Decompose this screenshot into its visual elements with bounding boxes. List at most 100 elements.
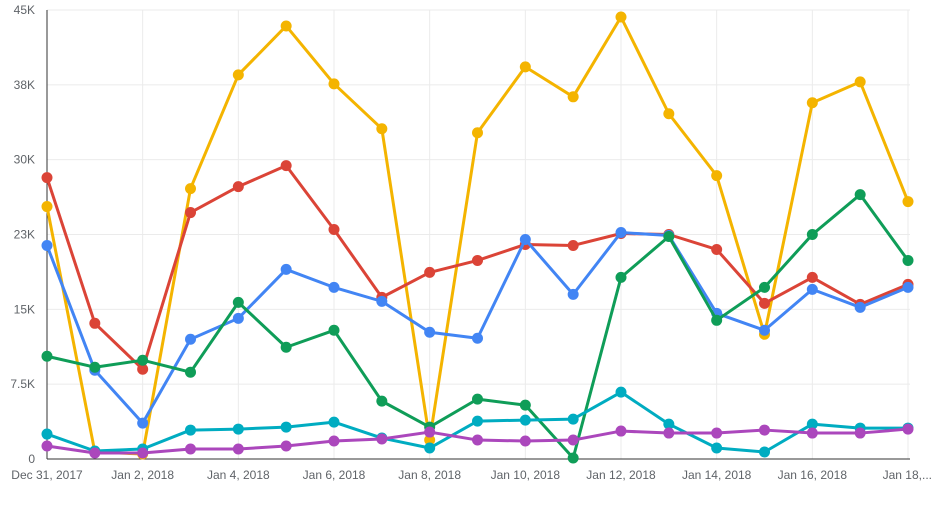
data-point-yellow — [376, 123, 388, 135]
data-point-blue — [424, 326, 436, 338]
y-tick-label: 38K — [14, 78, 35, 92]
data-point-green — [232, 296, 244, 308]
data-point-red — [280, 160, 292, 172]
series-blue — [41, 227, 914, 429]
data-point-green — [806, 229, 818, 240]
data-point-blue — [376, 295, 388, 307]
data-point-purple — [424, 426, 436, 438]
data-point-green — [663, 230, 675, 242]
y-axis-ticks: 0 7.5K 15K 23K 30K 38K 45K — [10, 3, 35, 466]
y-tick-label: 7.5K — [10, 377, 35, 391]
data-point-teal — [232, 423, 244, 435]
gridlines — [47, 9, 910, 459]
data-point-teal — [328, 416, 340, 428]
x-axis-ticks: Dec 31, 2017 Jan 2, 2018 Jan 4, 2018 Jan 6,… — [11, 468, 932, 482]
data-point-yellow — [854, 76, 866, 88]
data-point-yellow — [280, 20, 292, 32]
data-point-red — [472, 254, 483, 266]
data-point-green — [472, 393, 483, 405]
data-point-purple — [232, 443, 244, 455]
data-point-purple — [280, 440, 292, 452]
series-line-yellow — [45, 15, 910, 456]
data-point-teal — [806, 418, 818, 430]
data-point-green — [41, 350, 53, 362]
data-point-purple — [41, 440, 53, 452]
data-point-green — [376, 395, 388, 407]
data-point-teal — [663, 418, 675, 430]
x-tick-label: Jan 14, 2018 — [682, 468, 752, 482]
data-point-purple — [759, 424, 770, 436]
data-point-yellow — [328, 78, 340, 90]
data-point-blue — [41, 239, 53, 251]
x-tick-label: Jan 6, 2018 — [303, 468, 366, 482]
data-point-green — [185, 366, 196, 378]
data-point-teal — [280, 421, 292, 433]
data-point-blue — [519, 233, 531, 245]
data-point-yellow — [185, 183, 196, 195]
data-point-purple — [89, 447, 101, 459]
data-point-teal — [424, 442, 436, 454]
data-point-yellow — [663, 108, 675, 120]
data-point-red — [232, 181, 244, 193]
x-tick-label: Jan 16, 2018 — [778, 468, 848, 482]
data-point-red — [759, 297, 770, 309]
data-point-blue — [472, 332, 483, 344]
data-point-teal — [759, 446, 770, 458]
data-point-green — [519, 399, 531, 411]
series-yellow — [41, 11, 914, 460]
data-point-teal — [711, 442, 723, 454]
data-point-blue — [806, 283, 818, 295]
y-tick-label: 30K — [14, 153, 35, 167]
data-point-blue — [615, 227, 627, 239]
data-point-green — [137, 354, 149, 366]
x-tick-label: Jan 10, 2018 — [491, 468, 561, 482]
data-point-teal — [472, 415, 483, 427]
data-point-blue — [854, 301, 866, 313]
data-point-green — [759, 281, 770, 293]
data-point-blue — [137, 417, 149, 429]
x-tick-label: Jan 18,... — [883, 468, 932, 482]
data-point-purple — [902, 423, 914, 435]
data-point-purple — [137, 447, 149, 459]
y-tick-label: 15K — [14, 302, 35, 316]
data-point-purple — [472, 434, 483, 446]
data-point-red — [41, 172, 53, 184]
y-tick-label: 45K — [14, 3, 35, 17]
data-point-green — [328, 324, 340, 336]
data-point-purple — [663, 427, 675, 439]
data-point-purple — [567, 434, 579, 446]
data-point-blue — [902, 281, 914, 293]
data-point-yellow — [472, 127, 483, 139]
x-tick-label: Jan 2, 2018 — [111, 468, 174, 482]
data-point-red — [185, 207, 196, 219]
data-point-purple — [519, 435, 531, 447]
data-point-green — [280, 341, 292, 353]
data-point-blue — [759, 324, 770, 336]
data-point-teal — [615, 386, 627, 398]
data-point-red — [328, 224, 340, 236]
data-point-blue — [567, 288, 579, 300]
data-point-green — [89, 361, 101, 373]
data-point-purple — [328, 435, 340, 447]
data-point-blue — [185, 333, 196, 345]
data-point-purple — [711, 427, 723, 439]
x-tick-label: Dec 31, 2017 — [11, 468, 83, 482]
data-point-blue — [280, 263, 292, 275]
data-point-yellow — [41, 201, 53, 213]
data-point-yellow — [902, 196, 914, 208]
data-point-green — [854, 189, 866, 201]
data-point-blue — [328, 281, 340, 293]
data-point-green — [567, 452, 579, 464]
data-point-yellow — [424, 434, 436, 446]
series-green — [41, 189, 914, 464]
data-point-red — [424, 266, 436, 278]
data-point-purple — [806, 427, 818, 439]
data-point-purple — [376, 433, 388, 445]
data-point-red — [89, 317, 101, 329]
y-tick-label: 0 — [28, 452, 35, 466]
data-point-green — [615, 271, 627, 283]
data-point-yellow — [232, 69, 244, 81]
series-purple — [41, 423, 914, 459]
series-group — [41, 11, 914, 464]
